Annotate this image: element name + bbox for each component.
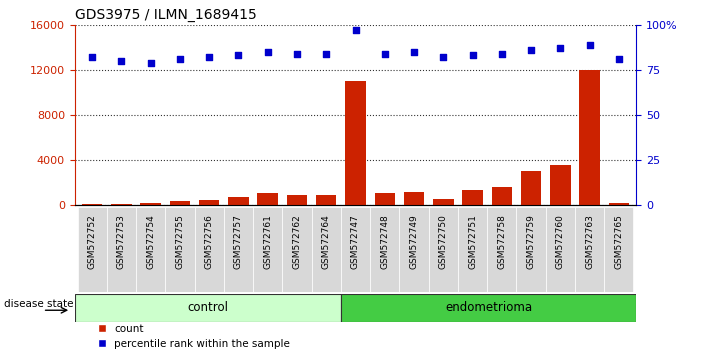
Text: GSM572765: GSM572765 [614, 214, 624, 269]
Point [174, 56, 186, 62]
Bar [311, 207, 341, 292]
Text: disease state: disease state [4, 299, 73, 309]
Bar [429, 207, 458, 292]
Bar [458, 207, 487, 292]
Bar [287, 195, 307, 205]
Bar [462, 189, 483, 205]
Point [203, 55, 215, 60]
Bar [107, 207, 136, 292]
Text: GSM572752: GSM572752 [87, 214, 97, 269]
Text: GSM572748: GSM572748 [380, 214, 389, 269]
Text: control: control [187, 302, 228, 314]
Text: GSM572754: GSM572754 [146, 214, 155, 269]
Bar [545, 207, 575, 292]
Text: GSM572763: GSM572763 [585, 214, 594, 269]
Bar [82, 204, 102, 205]
Bar [604, 207, 634, 292]
Text: GSM572760: GSM572760 [556, 214, 565, 269]
Text: GSM572759: GSM572759 [527, 214, 535, 269]
Point [467, 53, 479, 58]
Point [232, 53, 244, 58]
Bar [253, 207, 282, 292]
Bar [228, 197, 249, 205]
Text: GSM572757: GSM572757 [234, 214, 243, 269]
Bar [375, 194, 395, 205]
Bar [487, 207, 516, 292]
Bar [404, 192, 424, 205]
Bar [520, 171, 541, 205]
Bar [75, 294, 341, 322]
Point [87, 55, 98, 60]
Bar [491, 187, 512, 205]
Bar [257, 194, 278, 205]
Text: GSM572747: GSM572747 [351, 214, 360, 269]
Point [496, 51, 508, 57]
Text: GSM572761: GSM572761 [263, 214, 272, 269]
Point [613, 56, 624, 62]
Bar [433, 199, 454, 205]
Bar [341, 294, 636, 322]
Point [408, 49, 419, 55]
Text: GSM572755: GSM572755 [176, 214, 184, 269]
Bar [370, 207, 400, 292]
Text: GSM572750: GSM572750 [439, 214, 448, 269]
Bar [111, 204, 132, 205]
Bar [166, 207, 195, 292]
Bar [199, 200, 220, 205]
Point [584, 42, 595, 47]
Bar [195, 207, 224, 292]
Point [145, 60, 156, 65]
Bar [550, 165, 570, 205]
Point [321, 51, 332, 57]
Text: endometrioma: endometrioma [445, 302, 532, 314]
Bar [579, 70, 600, 205]
Bar [341, 207, 370, 292]
Bar [224, 207, 253, 292]
Point [525, 47, 537, 53]
Bar [170, 201, 191, 205]
Bar [400, 207, 429, 292]
Text: GSM572753: GSM572753 [117, 214, 126, 269]
Bar [282, 207, 311, 292]
Bar [609, 203, 629, 205]
Point [437, 55, 449, 60]
Text: GSM572749: GSM572749 [410, 214, 419, 269]
Bar [575, 207, 604, 292]
Bar [141, 203, 161, 205]
Text: GSM572764: GSM572764 [322, 214, 331, 269]
Text: GSM572762: GSM572762 [292, 214, 301, 269]
Point [350, 27, 361, 33]
Text: GSM572756: GSM572756 [205, 214, 214, 269]
Point [292, 51, 303, 57]
Point [555, 45, 566, 51]
Bar [346, 81, 365, 205]
Point [116, 58, 127, 64]
Text: GDS3975 / ILMN_1689415: GDS3975 / ILMN_1689415 [75, 8, 257, 22]
Bar [77, 207, 107, 292]
Point [262, 49, 274, 55]
Text: GSM572751: GSM572751 [468, 214, 477, 269]
Point [379, 51, 390, 57]
Legend: count, percentile rank within the sample: count, percentile rank within the sample [97, 324, 290, 349]
Text: GSM572758: GSM572758 [497, 214, 506, 269]
Bar [516, 207, 545, 292]
Bar [136, 207, 166, 292]
Bar [316, 195, 336, 205]
